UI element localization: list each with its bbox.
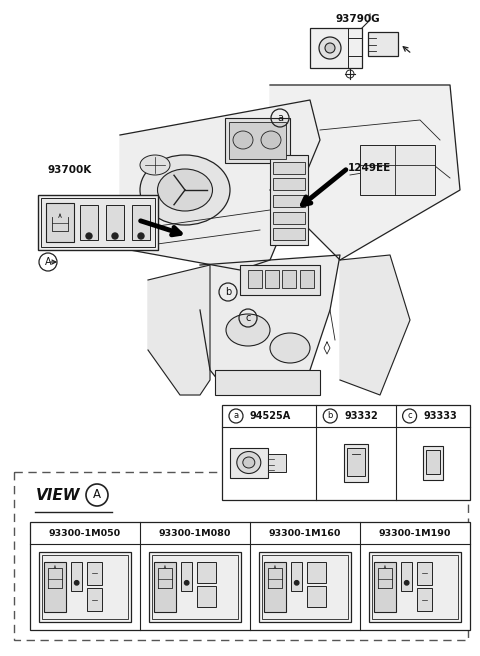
Bar (265, 270, 279, 288)
Bar (38, 195, 158, 250)
Text: 93300-1M080: 93300-1M080 (159, 529, 231, 537)
Ellipse shape (261, 131, 281, 149)
Bar (372, 555, 458, 619)
Ellipse shape (140, 155, 230, 225)
Bar (80, 205, 98, 240)
Ellipse shape (243, 457, 255, 468)
Bar (270, 155, 308, 245)
Text: A: A (93, 489, 101, 501)
Bar (401, 562, 412, 591)
Bar (71, 562, 82, 591)
Bar (155, 562, 176, 613)
Circle shape (184, 581, 189, 585)
Bar (222, 405, 470, 500)
Bar (273, 178, 305, 190)
Bar (132, 205, 150, 240)
Bar (417, 562, 432, 585)
Ellipse shape (157, 169, 213, 211)
Bar (360, 145, 435, 195)
Bar (347, 447, 365, 476)
Bar (248, 270, 262, 288)
Bar (39, 552, 131, 623)
Bar (369, 552, 461, 623)
Polygon shape (340, 255, 410, 395)
Text: 93300-1M190: 93300-1M190 (379, 529, 451, 537)
Circle shape (112, 233, 118, 239)
Bar (291, 562, 302, 591)
Bar (417, 588, 432, 611)
Bar (44, 562, 66, 613)
Bar (106, 205, 124, 240)
Ellipse shape (140, 155, 170, 175)
Bar (14, 472, 468, 640)
Text: A: A (45, 257, 51, 267)
Bar (264, 562, 286, 613)
Bar (230, 447, 268, 478)
Text: 93333: 93333 (424, 411, 457, 421)
Circle shape (138, 233, 144, 239)
Bar (259, 552, 351, 623)
Bar (273, 162, 305, 174)
Bar (240, 265, 320, 295)
Circle shape (405, 581, 409, 585)
Ellipse shape (270, 333, 310, 363)
Text: 93300-1M160: 93300-1M160 (269, 529, 341, 537)
Bar (310, 28, 362, 68)
Bar (225, 118, 290, 163)
Polygon shape (148, 265, 210, 395)
Bar (300, 270, 314, 288)
Text: 1249EE: 1249EE (348, 163, 391, 173)
Text: 93790G: 93790G (335, 14, 380, 24)
Text: 93300-1M050: 93300-1M050 (49, 529, 121, 537)
Ellipse shape (233, 131, 253, 149)
Ellipse shape (319, 37, 341, 59)
Bar (42, 555, 128, 619)
Text: c: c (245, 313, 251, 323)
Ellipse shape (325, 43, 335, 53)
Bar (368, 32, 398, 56)
Polygon shape (120, 100, 320, 270)
Bar (46, 203, 74, 242)
Bar (423, 445, 443, 480)
Bar (262, 555, 348, 619)
Bar (41, 198, 155, 247)
Text: b: b (327, 411, 333, 420)
Text: 93700K: 93700K (48, 165, 92, 175)
Bar (307, 562, 326, 583)
Bar (87, 588, 102, 611)
Bar (273, 195, 305, 207)
Text: a: a (233, 411, 239, 420)
Bar (374, 562, 396, 613)
Bar (282, 270, 296, 288)
Circle shape (86, 233, 92, 239)
Text: 94525A: 94525A (250, 411, 291, 421)
Text: c: c (408, 411, 412, 420)
Bar (426, 449, 440, 474)
Circle shape (74, 581, 79, 585)
Bar (229, 122, 286, 159)
Text: VIEW: VIEW (36, 488, 81, 503)
Bar (273, 212, 305, 224)
Circle shape (295, 581, 299, 585)
Text: b: b (225, 287, 231, 297)
Bar (273, 228, 305, 240)
Bar (307, 586, 326, 607)
Bar (152, 555, 238, 619)
Polygon shape (270, 85, 460, 260)
Bar (268, 453, 286, 472)
Bar (30, 522, 470, 630)
Bar (344, 443, 368, 482)
Polygon shape (200, 255, 340, 395)
Ellipse shape (226, 314, 270, 346)
Text: a: a (277, 113, 283, 123)
Bar (149, 552, 241, 623)
Bar (215, 370, 320, 395)
Text: 93332: 93332 (344, 411, 378, 421)
Bar (197, 562, 216, 583)
Bar (87, 562, 102, 585)
Ellipse shape (237, 451, 261, 474)
Bar (181, 562, 192, 591)
Bar (197, 586, 216, 607)
